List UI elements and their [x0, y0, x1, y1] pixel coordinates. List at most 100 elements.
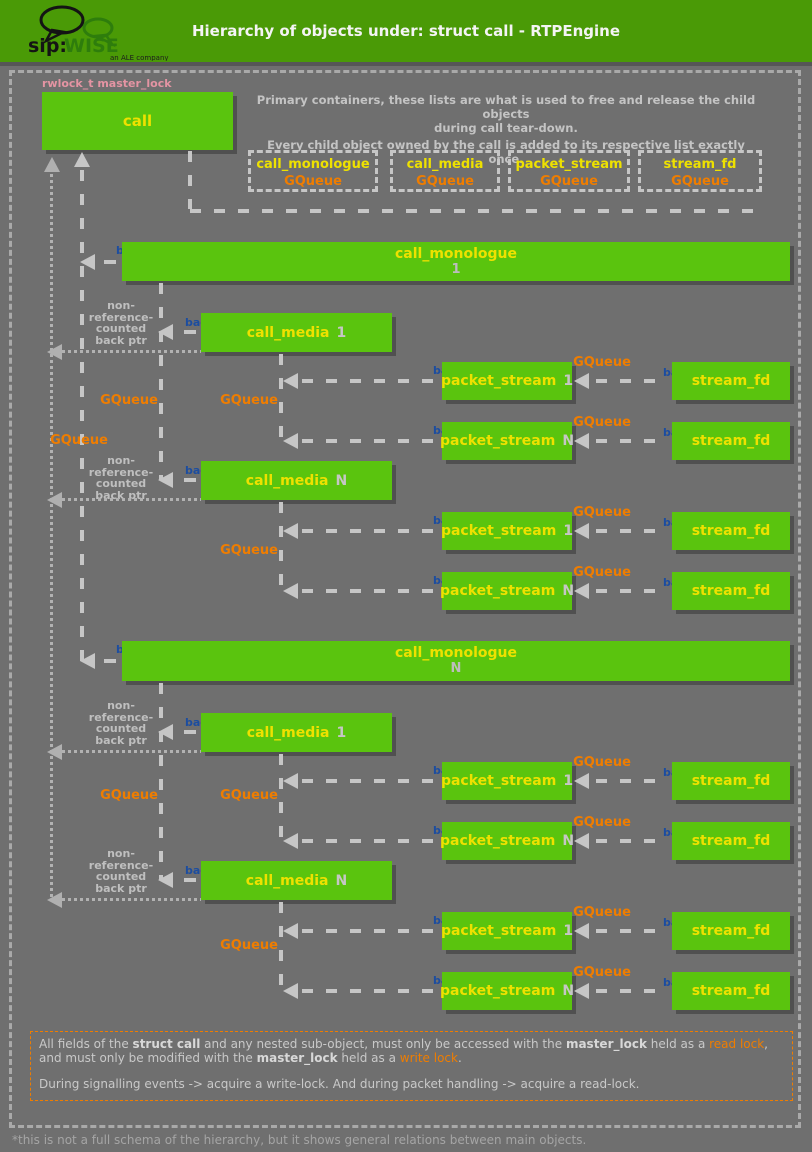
- non-ref-line: reference-: [88, 310, 154, 324]
- non-ref-dotted-line: [62, 898, 201, 901]
- node-label: call_monologue: [394, 245, 518, 262]
- container-name: packet_stream: [515, 157, 623, 172]
- container-name: stream_fd: [663, 157, 737, 172]
- container-type: GQueue: [416, 174, 474, 189]
- node-index: N: [562, 983, 575, 999]
- call-node: call: [42, 92, 233, 150]
- container-name: call_monologue: [256, 157, 370, 172]
- node-index: 1: [451, 261, 461, 277]
- gqueue-arrow-icon: [574, 373, 589, 389]
- non-ref-back-ptr-note: non- reference- counted back ptr: [73, 848, 169, 894]
- page-title: Hierarchy of objects under: struct call …: [191, 22, 621, 40]
- node-label: packet_stream: [440, 923, 557, 939]
- non-ref-line: counted: [95, 322, 147, 335]
- node-index: N: [450, 661, 462, 676]
- non-ref-line: counted: [95, 722, 147, 735]
- gqueue-arrow-icon: [574, 773, 589, 789]
- non-ref-arrow-icon: [47, 492, 62, 508]
- container-stream-fd-gqueue: stream_fd GQueue: [638, 150, 762, 192]
- back-ptr-dash: [104, 260, 116, 264]
- locking-note-line-3: During signalling events -> acquire a wr…: [39, 1077, 640, 1091]
- gqueue-dashed-line: [596, 839, 668, 843]
- non-ref-line: reference-: [88, 710, 154, 724]
- gqueue-label: GQueue: [220, 938, 278, 953]
- speech-bubble-tail-icon: [42, 28, 68, 44]
- node-index: N: [335, 872, 348, 889]
- non-ref-back-ptr-line: [50, 174, 53, 900]
- logo-wise-text: WISE: [64, 35, 119, 57]
- node-label: stream_fd: [691, 773, 771, 789]
- note-text: held as a: [646, 1037, 710, 1051]
- call-media-1-node: call_media 1: [201, 313, 392, 352]
- gqueue-dashed-line: [302, 589, 440, 593]
- non-ref-line: non-: [107, 847, 135, 860]
- gqueue-label: GQueue: [573, 415, 631, 430]
- back-ptr-dash: [184, 730, 196, 734]
- non-ref-line: back ptr: [95, 881, 147, 895]
- note-text: ,: [764, 1037, 768, 1051]
- node-label: packet_stream: [439, 833, 556, 849]
- stream-fd-node: stream_fd: [672, 422, 790, 460]
- gqueue-label: GQueue: [220, 543, 278, 558]
- container-type: GQueue: [671, 174, 729, 189]
- stream-fd-node: stream_fd: [672, 512, 790, 550]
- packet-stream-node: packet_stream 1: [441, 762, 574, 800]
- gqueue-label: GQueue: [573, 965, 631, 980]
- back-ptr-arrow-icon: [80, 653, 95, 669]
- gqueue-arrow-icon: [283, 983, 298, 999]
- non-ref-line: non-: [107, 699, 135, 712]
- gqueue-label: GQueue: [573, 815, 631, 830]
- non-ref-dotted-line: [62, 350, 201, 353]
- call-media-1-node: call_media 1: [201, 713, 392, 752]
- streams-gqueue-line: [279, 502, 283, 591]
- non-ref-back-ptr-note: non- reference- counted back ptr: [73, 300, 169, 346]
- container-packet-stream-gqueue: packet_stream GQueue: [508, 150, 630, 192]
- node-label: packet_stream: [439, 433, 556, 449]
- gqueue-label: GQueue: [573, 755, 631, 770]
- non-ref-dotted-line: [62, 498, 201, 501]
- gqueue-arrow-icon: [283, 773, 298, 789]
- gqueue-arrow-icon: [283, 583, 298, 599]
- node-index: N: [562, 833, 575, 849]
- logo-tagline: an ALE company: [110, 54, 169, 61]
- note-text: .: [457, 1050, 462, 1065]
- call-monologue-1-node: call_monologue 1: [122, 242, 790, 281]
- node-index: 1: [563, 773, 574, 789]
- note-struct-call: struct call: [132, 1037, 201, 1051]
- call-containers-connector-line: [188, 151, 192, 209]
- gqueue-dashed-line: [596, 779, 668, 783]
- note-text: and must only be modified with the: [39, 1050, 257, 1065]
- node-label: call_media: [246, 724, 330, 741]
- gqueue-arrow-icon: [283, 373, 298, 389]
- note-master-lock: master_lock: [256, 1050, 338, 1065]
- container-type: GQueue: [540, 174, 598, 189]
- non-ref-arrow-icon: [47, 744, 62, 760]
- non-ref-line: counted: [95, 477, 147, 490]
- non-ref-line: non-: [107, 299, 135, 312]
- gqueue-label: GQueue: [573, 565, 631, 580]
- streams-gqueue-line: [279, 902, 283, 991]
- note-text: and any nested sub-object, must only be …: [200, 1037, 566, 1051]
- non-ref-line: back ptr: [95, 733, 147, 747]
- packet-stream-node: packet_stream N: [440, 572, 574, 610]
- gqueue-dashed-line: [302, 439, 440, 443]
- node-index: 1: [336, 324, 347, 341]
- monologues-gqueue-line: [80, 170, 84, 668]
- non-ref-back-ptr-note: non- reference- counted back ptr: [73, 455, 169, 501]
- node-index: 1: [563, 923, 574, 939]
- non-ref-arrow-icon: [47, 892, 62, 908]
- node-label: call: [122, 112, 153, 130]
- container-call-media-gqueue: call_media GQueue: [390, 150, 500, 192]
- back-ptr-arrow-icon: [158, 872, 173, 888]
- gqueue-label: GQueue: [100, 393, 158, 408]
- call-media-n-node: call_media N: [201, 861, 392, 900]
- primary-line-1: Primary containers, these lists are what…: [256, 93, 756, 121]
- gqueue-arrow-icon: [574, 523, 589, 539]
- locking-note-line-2: and must only be modified with the maste…: [39, 1050, 784, 1066]
- packet-stream-node: packet_stream N: [440, 972, 575, 1010]
- gqueue-dashed-line: [596, 989, 668, 993]
- gqueue-label: GQueue: [573, 905, 631, 920]
- stream-fd-node: stream_fd: [672, 912, 790, 950]
- gqueue-dashed-line: [302, 379, 440, 383]
- master-lock-label: rwlock_t master_lock: [42, 77, 172, 90]
